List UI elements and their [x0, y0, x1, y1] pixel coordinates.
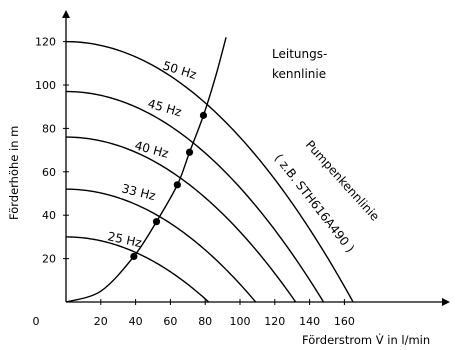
pump-curve-line: [65, 188, 257, 303]
x-tick-label: 40: [129, 315, 143, 328]
x-tick-label: 100: [230, 315, 251, 328]
y-axis-title: Förderhöhe in m: [7, 126, 21, 220]
x-tick-label: 120: [264, 315, 285, 328]
y-tick-label: 100: [35, 79, 56, 92]
x-tick-label: 140: [299, 315, 320, 328]
frequency-label: 45 Hz: [146, 96, 183, 119]
operating-points: [130, 111, 208, 261]
y-tick-label: 40: [42, 209, 56, 222]
x-tick-label: 20: [94, 315, 108, 328]
system-curve-label-line2: kennlinie: [272, 67, 326, 81]
x-tick-label: 80: [198, 315, 212, 328]
system-curve-label-line1: Leitungs-: [272, 47, 327, 61]
pump-curve-line: [65, 90, 325, 303]
x-axis-title: Förderstrom V̇ in l/min: [302, 333, 430, 347]
frequency-label: 25 Hz: [106, 229, 143, 250]
operating-point: [199, 111, 208, 119]
system-curve-group: [65, 37, 227, 303]
pump-curve-line: [65, 40, 354, 303]
system-curve-line: [65, 37, 227, 303]
y-tick-label: 20: [42, 253, 56, 266]
operating-point: [130, 252, 138, 261]
operating-point: [152, 218, 161, 226]
y-tick-label: 120: [35, 36, 56, 49]
y-tick-label: 80: [42, 122, 56, 135]
x-tick-label: 60: [163, 315, 177, 328]
pump-model-label: ( z.B. STH616A490 ): [272, 151, 358, 255]
axes: 20 40 60 80 100 120 140 160 20 40 60 80 100 120 0: [33, 10, 450, 328]
operating-point: [173, 181, 181, 189]
operating-point: [185, 148, 194, 156]
x-tick-label: 160: [334, 315, 355, 328]
frequency-label: 40 Hz: [133, 138, 170, 160]
y-tick-label: 60: [42, 166, 56, 179]
pump-curve-line: [65, 236, 210, 303]
origin-label: 0: [33, 315, 40, 328]
frequency-label: 50 Hz: [161, 58, 198, 81]
